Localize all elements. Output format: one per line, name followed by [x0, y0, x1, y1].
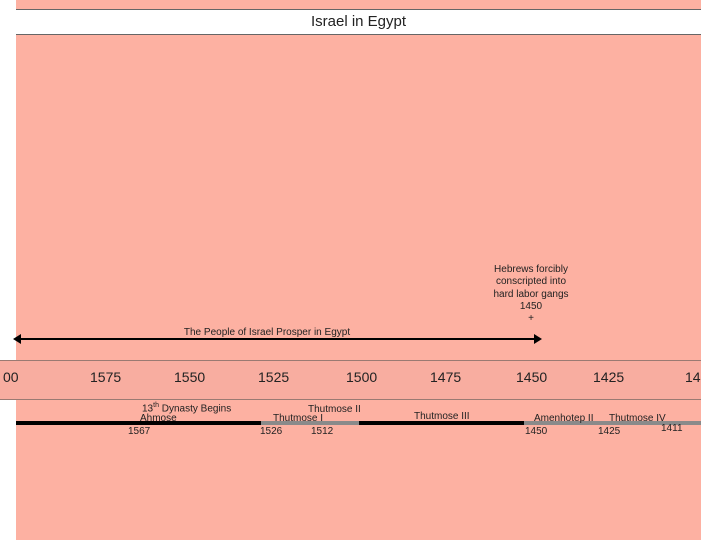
end-year: 1411 — [661, 423, 683, 434]
thutmose-ii-year: 1512 — [311, 426, 334, 437]
thutmose-iii-label: Thutmose III — [414, 411, 470, 422]
year-tick: 1450 — [516, 369, 548, 385]
prosper-span-arrow — [18, 338, 538, 340]
background-panel — [16, 0, 701, 540]
amenhotep-ii-year: 1450 — [525, 426, 548, 437]
hebrews-conscripted-note: Hebrews forcibly conscripted into hard l… — [466, 264, 596, 325]
thutmose-iv-year: 1425 — [598, 426, 621, 437]
note-year: 1450 — [519, 300, 543, 312]
year-tick: 1475 — [430, 369, 462, 385]
thutmose-ii-label: Thutmose II — [308, 404, 361, 415]
page-title: Israel in Egypt — [310, 13, 407, 30]
timeline-segment — [261, 421, 359, 425]
year-tick: 1550 — [174, 369, 206, 385]
thutmose-iv-label: Thutmose IV — [609, 413, 666, 424]
year-tick: 1575 — [90, 369, 122, 385]
year-tick: 1500 — [346, 369, 378, 385]
note-line: conscripted into — [495, 276, 567, 288]
thutmose-i-year: 1526 — [260, 426, 283, 437]
title-bar: Israel in Egypt — [16, 9, 701, 35]
timeline-segment — [524, 421, 701, 425]
note-line: hard labor gangs — [493, 288, 569, 300]
year-tick: 1425 — [593, 369, 625, 385]
thutmose-i-label: Thutmose I — [273, 413, 324, 424]
year-axis-band — [0, 360, 701, 400]
amenhotep-ii-label: Amenhotep II — [534, 413, 594, 424]
note-line: Hebrews forcibly — [494, 264, 568, 275]
note-plus: + — [528, 313, 534, 325]
ahmose-label: Ahmose — [140, 413, 177, 424]
prosper-span-label: The People of Israel Prosper in Egypt — [183, 327, 351, 338]
year-tick: 00 — [3, 369, 19, 385]
arrow-right-head-icon — [534, 334, 542, 344]
year-tick: 1525 — [258, 369, 290, 385]
timeline-segment — [16, 421, 261, 425]
arrow-left-head-icon — [13, 334, 21, 344]
year-tick: 14 — [685, 369, 701, 385]
dynasty-begins-label: 13th Dynasty Begins — [142, 402, 232, 415]
timeline-segment — [359, 421, 524, 425]
ahmose-year: 1567 — [128, 426, 151, 437]
